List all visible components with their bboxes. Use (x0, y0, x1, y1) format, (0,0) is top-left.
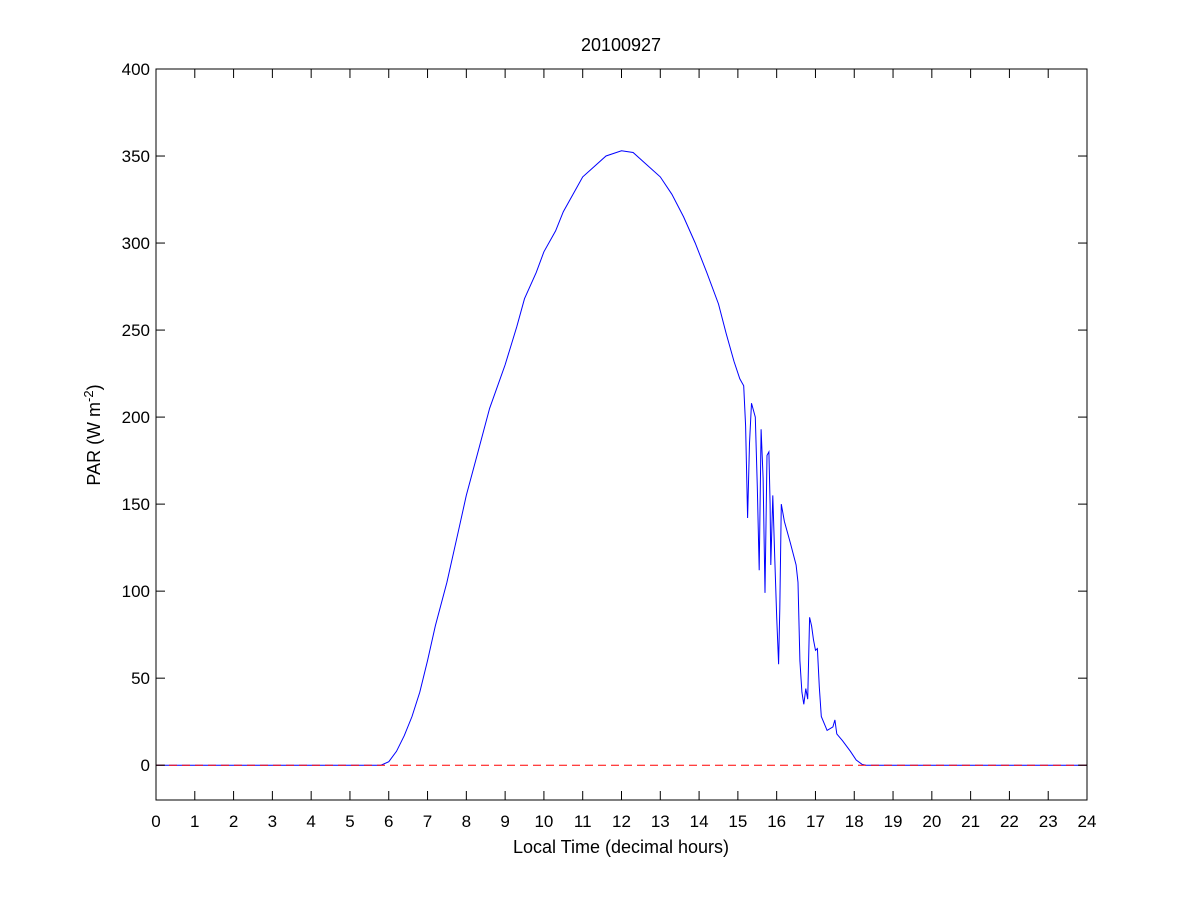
x-tick-label: 19 (884, 812, 903, 831)
x-tick-label: 12 (612, 812, 631, 831)
x-tick-label: 7 (423, 812, 432, 831)
x-tick-label: 20 (922, 812, 941, 831)
x-tick-label: 21 (961, 812, 980, 831)
y-tick-label: 200 (122, 408, 150, 427)
y-tick-label: 250 (122, 321, 150, 340)
x-tick-label: 0 (151, 812, 160, 831)
x-tick-label: 13 (651, 812, 670, 831)
y-tick-label: 100 (122, 582, 150, 601)
x-tick-label: 22 (1000, 812, 1019, 831)
x-tick-label: 1 (190, 812, 199, 831)
x-tick-label: 5 (345, 812, 354, 831)
x-tick-label: 23 (1039, 812, 1058, 831)
x-tick-label: 17 (806, 812, 825, 831)
y-axis-title-superscript: -2 (81, 390, 96, 402)
x-tick-label: 8 (462, 812, 471, 831)
x-tick-label: 3 (268, 812, 277, 831)
x-tick-label: 4 (306, 812, 315, 831)
y-tick-label: 50 (131, 669, 150, 688)
y-tick-label: 400 (122, 60, 150, 79)
series-line-1 (156, 150, 1087, 766)
x-tick-label: 6 (384, 812, 393, 831)
y-axis-title-suffix: ) (84, 384, 104, 390)
y-tick-label: 150 (122, 495, 150, 514)
plot-area: 0 1 2 3 4 5 6 7 8 9 10 11 12 13 14 15 16 17 18 19 20 21 22 23 24… (122, 60, 1097, 831)
x-tick-label: 18 (845, 812, 864, 831)
series-layer (156, 150, 1087, 766)
chart-title: 20100927 (581, 35, 661, 55)
y-axis-title-prefix: PAR (W m (84, 402, 104, 486)
x-tick-label: 10 (534, 812, 553, 831)
x-tick-label: 15 (728, 812, 747, 831)
axes-background (156, 69, 1087, 800)
x-tick-label: 11 (574, 812, 592, 831)
y-axis-ticks: 0 50 100 150 200 250 300 350 400 (122, 60, 1087, 775)
x-tick-label: 14 (690, 812, 709, 831)
y-tick-label: 350 (122, 147, 150, 166)
x-tick-label: 2 (229, 812, 238, 831)
x-axis-title: Local Time (decimal hours) (513, 837, 729, 857)
y-axis-title: PAR (W m-2) (81, 384, 104, 485)
y-tick-label: 300 (122, 234, 150, 253)
x-tick-label: 24 (1078, 812, 1097, 831)
x-tick-label: 9 (500, 812, 509, 831)
x-axis-ticks: 0 1 2 3 4 5 6 7 8 9 10 11 12 13 14 15 16 17 18 19 20 21 22 23 24 (151, 69, 1096, 831)
x-tick-label: 16 (767, 812, 786, 831)
y-tick-label: 0 (141, 756, 150, 775)
